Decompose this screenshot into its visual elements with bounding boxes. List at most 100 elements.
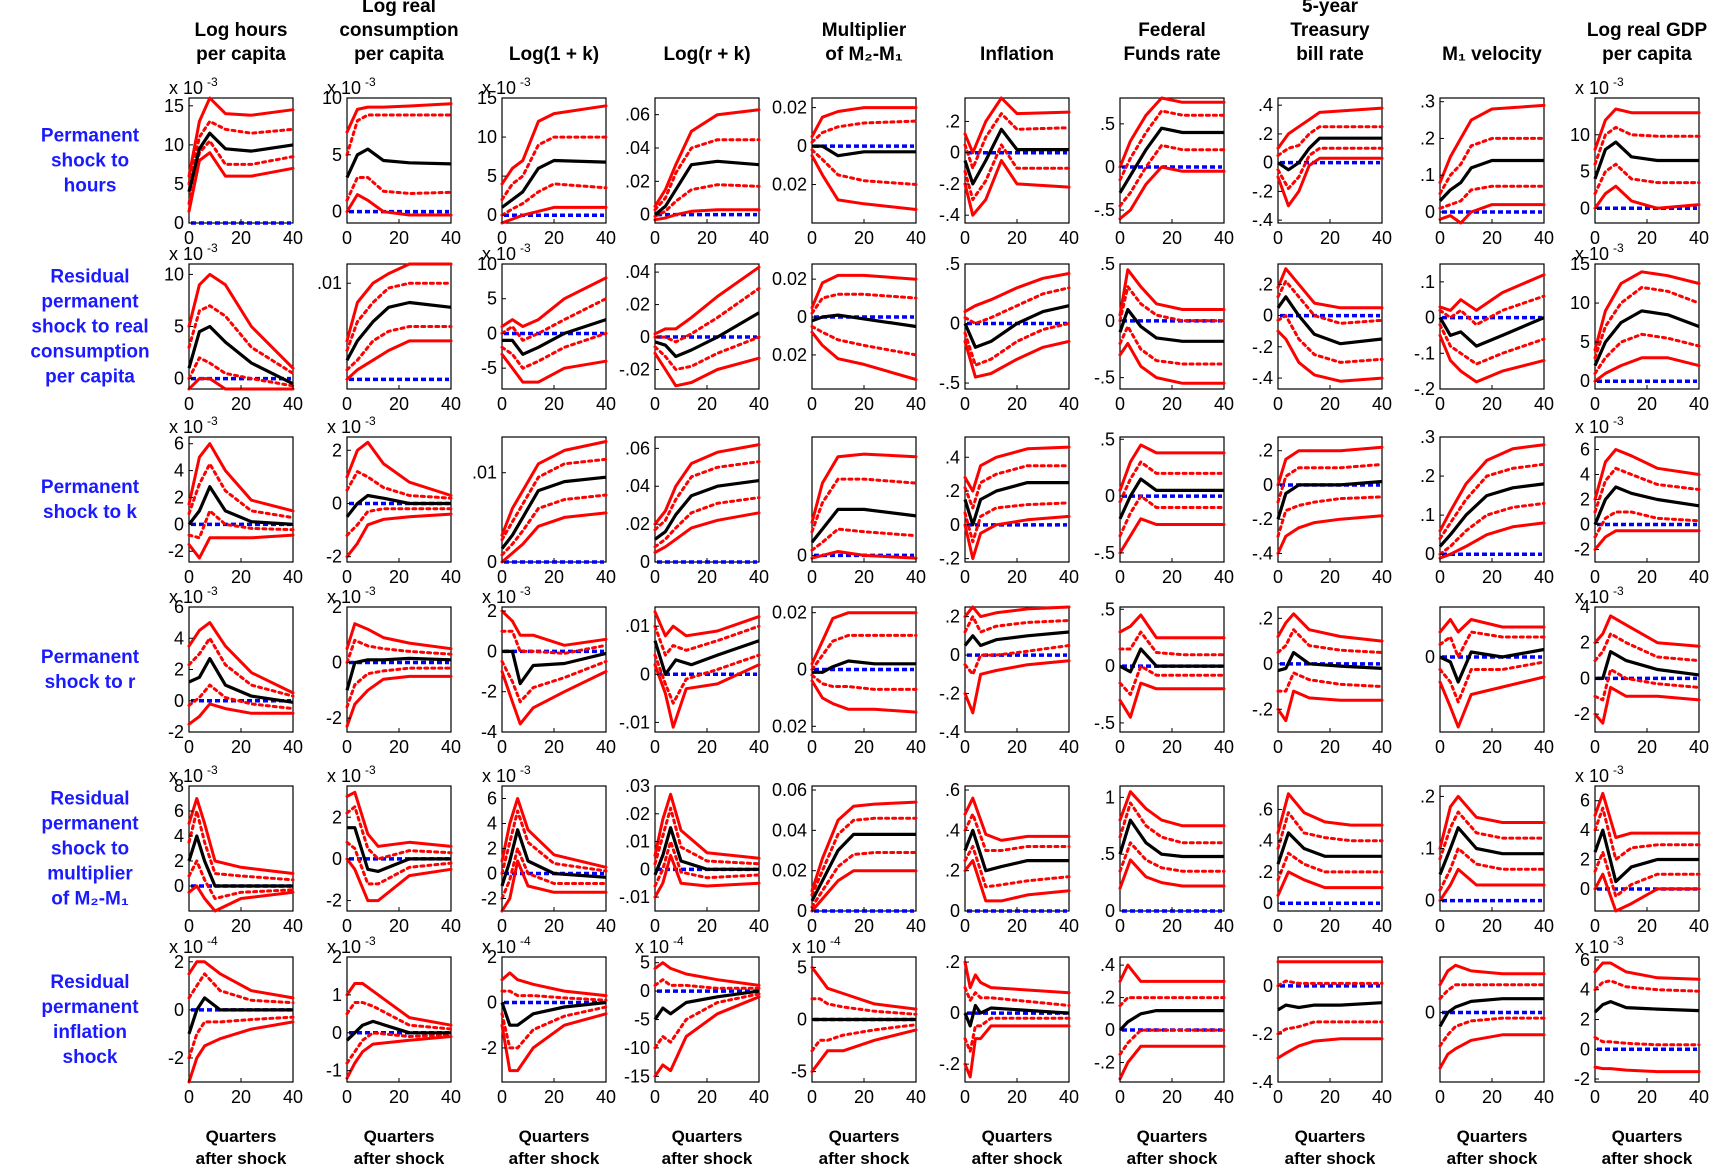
inner-band-line — [1593, 1035, 1701, 1047]
column-title: Log real — [362, 0, 436, 17]
y-tick-label: 0 — [950, 645, 960, 665]
median-line — [1593, 485, 1700, 526]
panel-3-6: -.50.50 20 40 — [1094, 599, 1234, 757]
outer-band-line — [187, 533, 295, 560]
row-title: Residual — [50, 972, 129, 993]
median-line — [1276, 479, 1383, 520]
y-tick-label: 0 — [487, 205, 497, 225]
x-tick-label: 40 — [283, 394, 303, 414]
y-scale-exponent: -3 — [1613, 584, 1624, 598]
inner-band-line — [500, 659, 608, 704]
outer-band-line — [187, 377, 295, 391]
y-tick-label: 0 — [1263, 654, 1273, 674]
panel-frame — [654, 956, 760, 1083]
inner-band-line — [500, 989, 608, 1002]
y-scale-factor: x 10 — [1575, 78, 1609, 98]
y-tick-label: -.2 — [1252, 1024, 1273, 1044]
x-axis-label: after shock — [509, 1149, 600, 1168]
x-tick-label: 20 — [544, 394, 564, 414]
inner-band-line — [653, 335, 761, 371]
y-tick-label: 0 — [640, 664, 650, 684]
y-tick-label: 0 — [174, 691, 184, 711]
outer-band-line — [500, 104, 608, 186]
y-tick-label: .2 — [1258, 441, 1273, 461]
x-tick-label: 20 — [697, 394, 717, 414]
x-tick-label: 0 — [184, 737, 194, 757]
median-line — [501, 158, 607, 209]
y-tick-label: .2 — [1258, 124, 1273, 144]
inner-band-line — [653, 183, 761, 218]
y-tick-label: -.01 — [619, 712, 650, 732]
median-line — [1438, 997, 1544, 1028]
x-tick-label: 40 — [1214, 394, 1234, 414]
y-tick-label: -5 — [481, 358, 497, 378]
inner-band-line — [187, 683, 295, 711]
x-tick-label: 0 — [807, 567, 817, 587]
inner-band-line — [963, 112, 1071, 170]
outer-band-line — [1593, 685, 1701, 725]
x-tick-label: 20 — [1007, 394, 1027, 414]
x-tick-label: 0 — [650, 916, 660, 936]
y-scale-exponent: -3 — [207, 241, 218, 255]
x-tick-label: 0 — [497, 737, 507, 757]
outer-band-line — [810, 550, 918, 560]
y-tick-label: -2 — [481, 682, 497, 702]
x-tick-label: 20 — [1162, 737, 1182, 757]
outer-band-line — [810, 965, 918, 1011]
x-tick-label: 20 — [231, 394, 251, 414]
outer-band-line — [653, 663, 761, 729]
panel-frame — [1277, 785, 1383, 912]
y-scale-exponent: -3 — [207, 75, 218, 89]
column-title: per capita — [354, 44, 444, 65]
inner-band-line — [1438, 810, 1546, 861]
x-tick-label: 0 — [1115, 394, 1125, 414]
inner-band-line — [963, 143, 1071, 202]
outer-band-line — [963, 605, 1071, 619]
x-tick-label: 0 — [342, 1087, 352, 1107]
y-scale-exponent: -3 — [365, 934, 376, 948]
outer-band-line — [653, 792, 761, 860]
x-tick-label: 20 — [1320, 228, 1340, 248]
column-title: M₁ velocity — [1442, 44, 1542, 65]
inner-band-line — [1118, 801, 1226, 845]
x-tick-label: 40 — [749, 228, 769, 248]
inner-band-line — [500, 493, 608, 557]
x-tick-label: 40 — [283, 567, 303, 587]
y-tick-label: 0 — [487, 864, 497, 884]
column-title: consumption — [339, 20, 458, 41]
outer-band-line — [1276, 870, 1384, 897]
panel-frame — [1277, 606, 1383, 733]
outer-band-line — [500, 440, 608, 537]
inner-band-line — [1118, 325, 1226, 366]
outer-band-line — [1276, 1037, 1384, 1060]
inner-band-line — [810, 119, 918, 144]
y-tick-label: -.2 — [1252, 699, 1273, 719]
inner-band-line — [1118, 494, 1226, 538]
panel-5-8: 0 0 20 40 — [1425, 956, 1554, 1107]
inner-band-line — [345, 1001, 453, 1031]
inner-band-line — [1438, 660, 1546, 704]
inner-band-line — [963, 322, 1071, 367]
outer-band-line — [345, 102, 453, 134]
y-tick-label: 0 — [950, 1003, 960, 1023]
x-tick-label: 40 — [1689, 916, 1709, 936]
y-scale-factor: x 10 — [792, 937, 826, 957]
x-tick-label: 0 — [184, 228, 194, 248]
inner-band-line — [1438, 1016, 1546, 1048]
panel-2-5: -.20.2.40 20 40 — [939, 436, 1079, 587]
median-line — [963, 304, 1070, 349]
outer-band-line — [963, 339, 1071, 379]
x-tick-label: 0 — [1590, 1087, 1600, 1107]
panel-4-5: 0 .2 .4 .6 0 20 40 — [945, 780, 1079, 936]
column-title: Treasury — [1290, 20, 1370, 41]
x-tick-label: 40 — [441, 394, 461, 414]
outer-band-line — [963, 796, 1071, 842]
median-line — [963, 481, 1069, 527]
outer-band-line — [653, 351, 761, 388]
panel-2-2: 0 .01 0 20 40 — [472, 436, 616, 587]
panel-0-0: 0 5 10 15 0 20 40 x 10 -3 — [164, 75, 303, 248]
x-tick-label: 0 — [807, 394, 817, 414]
